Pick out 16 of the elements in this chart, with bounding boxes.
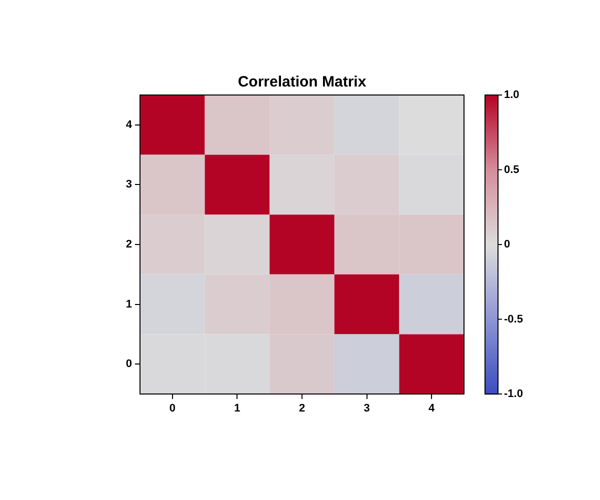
x-tick-label: 3: [364, 402, 370, 415]
y-tick-label: 2: [126, 238, 132, 251]
y-tick-label: 0: [126, 358, 132, 370]
color-bar-label: -1.0: [504, 388, 523, 400]
color-bar-label: 0.5: [504, 164, 520, 176]
y-tick-label: 1: [126, 298, 132, 310]
x-tick-label: 0: [169, 402, 176, 415]
color-bar-label: 0: [504, 238, 510, 251]
y-tick-label: 3: [126, 178, 132, 191]
x-tick-label: 1: [234, 402, 240, 415]
x-tick-label: 4: [428, 402, 436, 415]
x-tick-label: 2: [298, 402, 306, 415]
y-tick-label: 4: [126, 118, 133, 131]
color-bar-label: -0.5: [504, 313, 523, 326]
color-bar-label: 1.0: [504, 89, 520, 102]
chart-title: Correlation Matrix: [238, 74, 367, 91]
